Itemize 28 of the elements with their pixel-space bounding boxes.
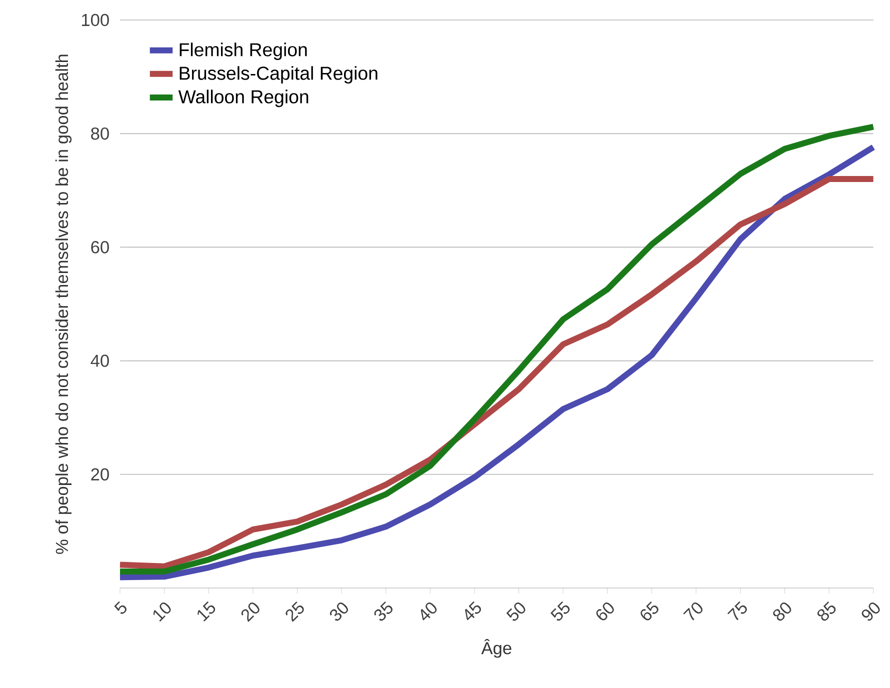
x-tick-label: 15 xyxy=(198,601,216,622)
x-tick-label: 75 xyxy=(727,601,747,620)
x-tick-label: 20 xyxy=(241,602,260,622)
x-tick-label: 5 xyxy=(114,601,126,614)
x-tick-label: 35 xyxy=(374,601,392,621)
legend-label: Brussels-Capital Region xyxy=(180,66,378,84)
x-tick-label: 30 xyxy=(330,602,348,621)
x-tick-label: 10 xyxy=(153,602,171,622)
x-tick-label: 70 xyxy=(683,602,702,620)
y-tick-label: 40 xyxy=(90,354,109,367)
x-tick-label: 85 xyxy=(817,601,836,621)
x-tick-label: 65 xyxy=(640,601,658,620)
legend-label: Flemish Region xyxy=(180,42,307,60)
x-tick-label: 25 xyxy=(286,601,304,622)
x-tick-label: 45 xyxy=(465,601,481,620)
y-tick-label: 100 xyxy=(82,14,109,26)
x-tick-label: 90 xyxy=(862,602,880,621)
y-tick-label: 20 xyxy=(91,468,109,481)
x-tick-label: 40 xyxy=(420,602,437,620)
x-tick-label: 60 xyxy=(596,602,614,620)
y-tick-label: 80 xyxy=(91,127,109,140)
y-tick-label: 60 xyxy=(91,241,109,254)
legend-label: Walloon Region xyxy=(178,90,308,108)
x-tick-label: 55 xyxy=(550,601,570,621)
x-axis-title: Âge xyxy=(481,638,512,658)
x-tick-label: 50 xyxy=(506,602,526,621)
x-tick-label: 80 xyxy=(773,602,792,621)
y-axis-title: % of people who do not consider themselves to be in good health xyxy=(55,54,72,554)
